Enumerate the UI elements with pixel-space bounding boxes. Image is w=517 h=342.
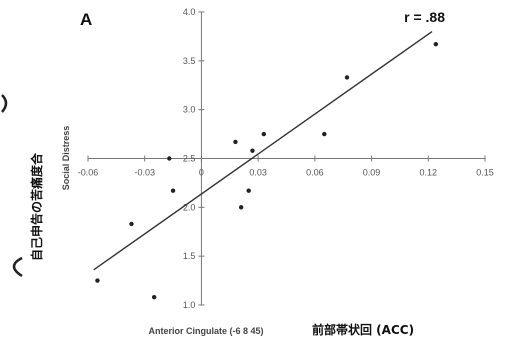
cropped-glyph-bottom [12, 256, 23, 278]
y-tick-label: 1.5 [183, 251, 196, 261]
data-point [433, 42, 439, 47]
x-tick-label: 0.03 [249, 168, 267, 178]
y-tick-label: 2.0 [183, 202, 196, 212]
data-point [250, 148, 255, 153]
data-point [261, 131, 267, 137]
correlation-annotation: r = .88 [404, 9, 445, 25]
y-axis-title-japanese: 自己申告の苦痛度合 [29, 152, 44, 261]
x-tick-label: 0 [199, 168, 204, 178]
data-point [95, 278, 100, 283]
x-tick-label: 0.12 [420, 168, 438, 178]
data-point [322, 131, 327, 137]
data-point [233, 139, 238, 145]
y-tick-label: 1.0 [183, 300, 196, 310]
x-tick-label: 0.15 [476, 168, 494, 178]
cropped-glyph-top [1, 94, 8, 113]
data-point [238, 205, 244, 210]
x-tick-label: -0.06 [78, 168, 99, 178]
panel-label: A [80, 10, 92, 29]
y-tick-label: 4.0 [183, 7, 196, 17]
x-tick-label: 0.06 [306, 168, 324, 178]
data-point [170, 188, 176, 193]
axes: -0.06 -0.03 0 0.03 0.06 0.09 0.12 0.15 1.0 1.5 2.0… [78, 7, 494, 310]
data-point [151, 294, 157, 300]
y-axis-title: Social Distress [61, 126, 71, 191]
x-axis-title-japanese: 前部帯状回 (ACC) [312, 322, 414, 337]
y-tick-label: 3.0 [183, 105, 196, 115]
x-tick-label: -0.03 [134, 168, 155, 178]
data-point [246, 188, 251, 193]
y-tick-label: 2.5 [183, 154, 196, 164]
x-axis-title: Anterior Cingulate (-6 8 45) [148, 326, 263, 336]
regression-line [93, 30, 433, 271]
x-tick-label: 0.09 [363, 168, 381, 178]
y-tick-label: 3.5 [183, 56, 196, 66]
chart-marks [93, 30, 439, 300]
data-point [344, 75, 350, 80]
data-point [167, 156, 172, 161]
data-point [129, 221, 134, 227]
